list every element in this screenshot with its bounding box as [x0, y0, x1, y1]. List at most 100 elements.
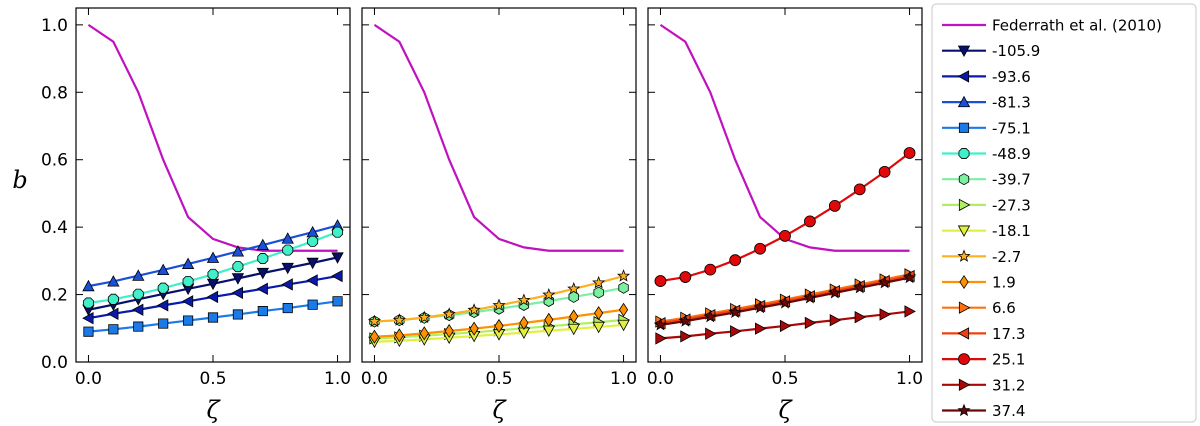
series-1.9	[369, 302, 629, 344]
legend-entry: -105.9	[942, 42, 1040, 60]
series-point	[281, 278, 293, 291]
series-point	[705, 327, 717, 340]
series-point	[829, 314, 842, 327]
x-tick-label: 1.0	[896, 369, 923, 389]
series-point	[616, 269, 631, 282]
series-point	[82, 311, 94, 325]
series-point	[158, 318, 169, 329]
series--2.7	[367, 269, 631, 328]
series-point	[828, 285, 842, 299]
series-point	[567, 281, 581, 295]
series-point	[231, 286, 243, 300]
legend-label: 6.6	[992, 299, 1016, 317]
series-point	[469, 321, 479, 336]
legend-entry: -93.6	[942, 68, 1031, 86]
series-point	[878, 165, 891, 178]
series-point	[618, 281, 629, 294]
panel-frame	[647, 7, 923, 363]
x-tick-label: 1.0	[610, 369, 637, 389]
series-point	[256, 238, 269, 251]
legend-entry: 37.4	[942, 402, 1025, 420]
series-point	[107, 307, 119, 320]
series-point	[281, 262, 294, 275]
series-point	[282, 244, 294, 256]
series-line	[660, 152, 911, 283]
series-point	[181, 295, 194, 308]
series-point	[653, 318, 668, 331]
series-point	[282, 302, 293, 314]
panel-3: 0.0 0.5 1.0 ζ	[647, 7, 923, 424]
series-point	[904, 305, 916, 318]
legend-label: -81.3	[992, 94, 1031, 112]
panel-1: 0.0 0.5 1.0 0.0 0.2 0.4 0.6 0.8 1.0 ζ	[41, 7, 351, 424]
legend-marker	[959, 274, 969, 290]
series-point	[307, 235, 319, 247]
series-point	[519, 315, 529, 330]
legend-entry: -2.7	[942, 248, 1021, 266]
y-tick-label: 0.8	[41, 83, 68, 103]
series-point	[592, 275, 606, 289]
legend: Federrath et al. (2010) -105.9 -93.6 -81.3 -…	[931, 3, 1197, 423]
legend-label: -18.1	[992, 222, 1031, 240]
series-point	[494, 318, 504, 333]
legend-label: -75.1	[992, 119, 1031, 137]
x-tick-label: 0.5	[771, 369, 798, 389]
legend-label: -39.7	[992, 171, 1031, 189]
series--93.6	[82, 269, 343, 325]
x-tick-label: 0.0	[361, 369, 388, 389]
legend-label: -105.9	[992, 42, 1040, 60]
legend-entry: -81.3	[942, 94, 1031, 112]
legend-entry: 6.6	[942, 299, 1016, 317]
series-point	[678, 314, 692, 327]
series-point	[332, 296, 343, 307]
legend-entry: 17.3	[942, 325, 1025, 343]
series-point	[131, 303, 144, 316]
series-point	[878, 275, 892, 289]
series-point	[231, 273, 245, 285]
x-tick-label: 0.5	[485, 369, 512, 389]
series-point	[803, 291, 817, 304]
series-point	[778, 296, 792, 309]
legend-label: 17.3	[992, 325, 1025, 343]
series-point	[394, 328, 404, 343]
series-point	[755, 322, 767, 335]
legend-marker	[957, 327, 970, 340]
series--81.3	[82, 219, 344, 292]
series-point	[804, 215, 816, 228]
series-point	[567, 323, 580, 336]
legend-label: -48.9	[992, 145, 1031, 163]
x-axis-label: ζ	[492, 396, 507, 424]
x-axis-label: ζ	[206, 396, 221, 424]
series-point	[257, 253, 269, 264]
series-point	[568, 290, 579, 303]
y-tick-label: 0.2	[41, 286, 68, 306]
series-point	[729, 254, 742, 267]
series-point	[417, 310, 431, 324]
y-tick-label: 0.4	[41, 218, 68, 238]
series-point	[828, 200, 841, 212]
series-point	[256, 282, 268, 296]
series-point	[331, 252, 344, 264]
legend-entry: -48.9	[942, 145, 1031, 163]
series-point	[232, 261, 244, 273]
legend-label: -93.6	[992, 68, 1031, 86]
series-point	[654, 275, 667, 287]
panels-group: 0.0 0.5 1.00.00.20.40.60.81.0ζ0.0 0.5 1.0ζ0.…	[41, 7, 923, 424]
series-point	[804, 316, 817, 330]
series-point	[206, 251, 220, 263]
legend-label: 37.4	[992, 402, 1025, 420]
series-point	[703, 309, 717, 323]
series-point	[181, 257, 195, 269]
series-point	[442, 307, 456, 320]
series--75.1	[83, 296, 343, 337]
series-point	[854, 310, 867, 324]
series-point	[108, 324, 119, 335]
legend-marker	[957, 225, 971, 237]
panel-2: 0.0 0.5 1.0 ζ	[361, 7, 637, 424]
legend-marker	[958, 378, 971, 391]
legend-marker	[958, 148, 970, 159]
series-point	[157, 263, 170, 276]
series-point	[617, 319, 630, 332]
legend-entry: Federrath et al. (2010)	[942, 17, 1162, 35]
series-point	[544, 312, 554, 327]
